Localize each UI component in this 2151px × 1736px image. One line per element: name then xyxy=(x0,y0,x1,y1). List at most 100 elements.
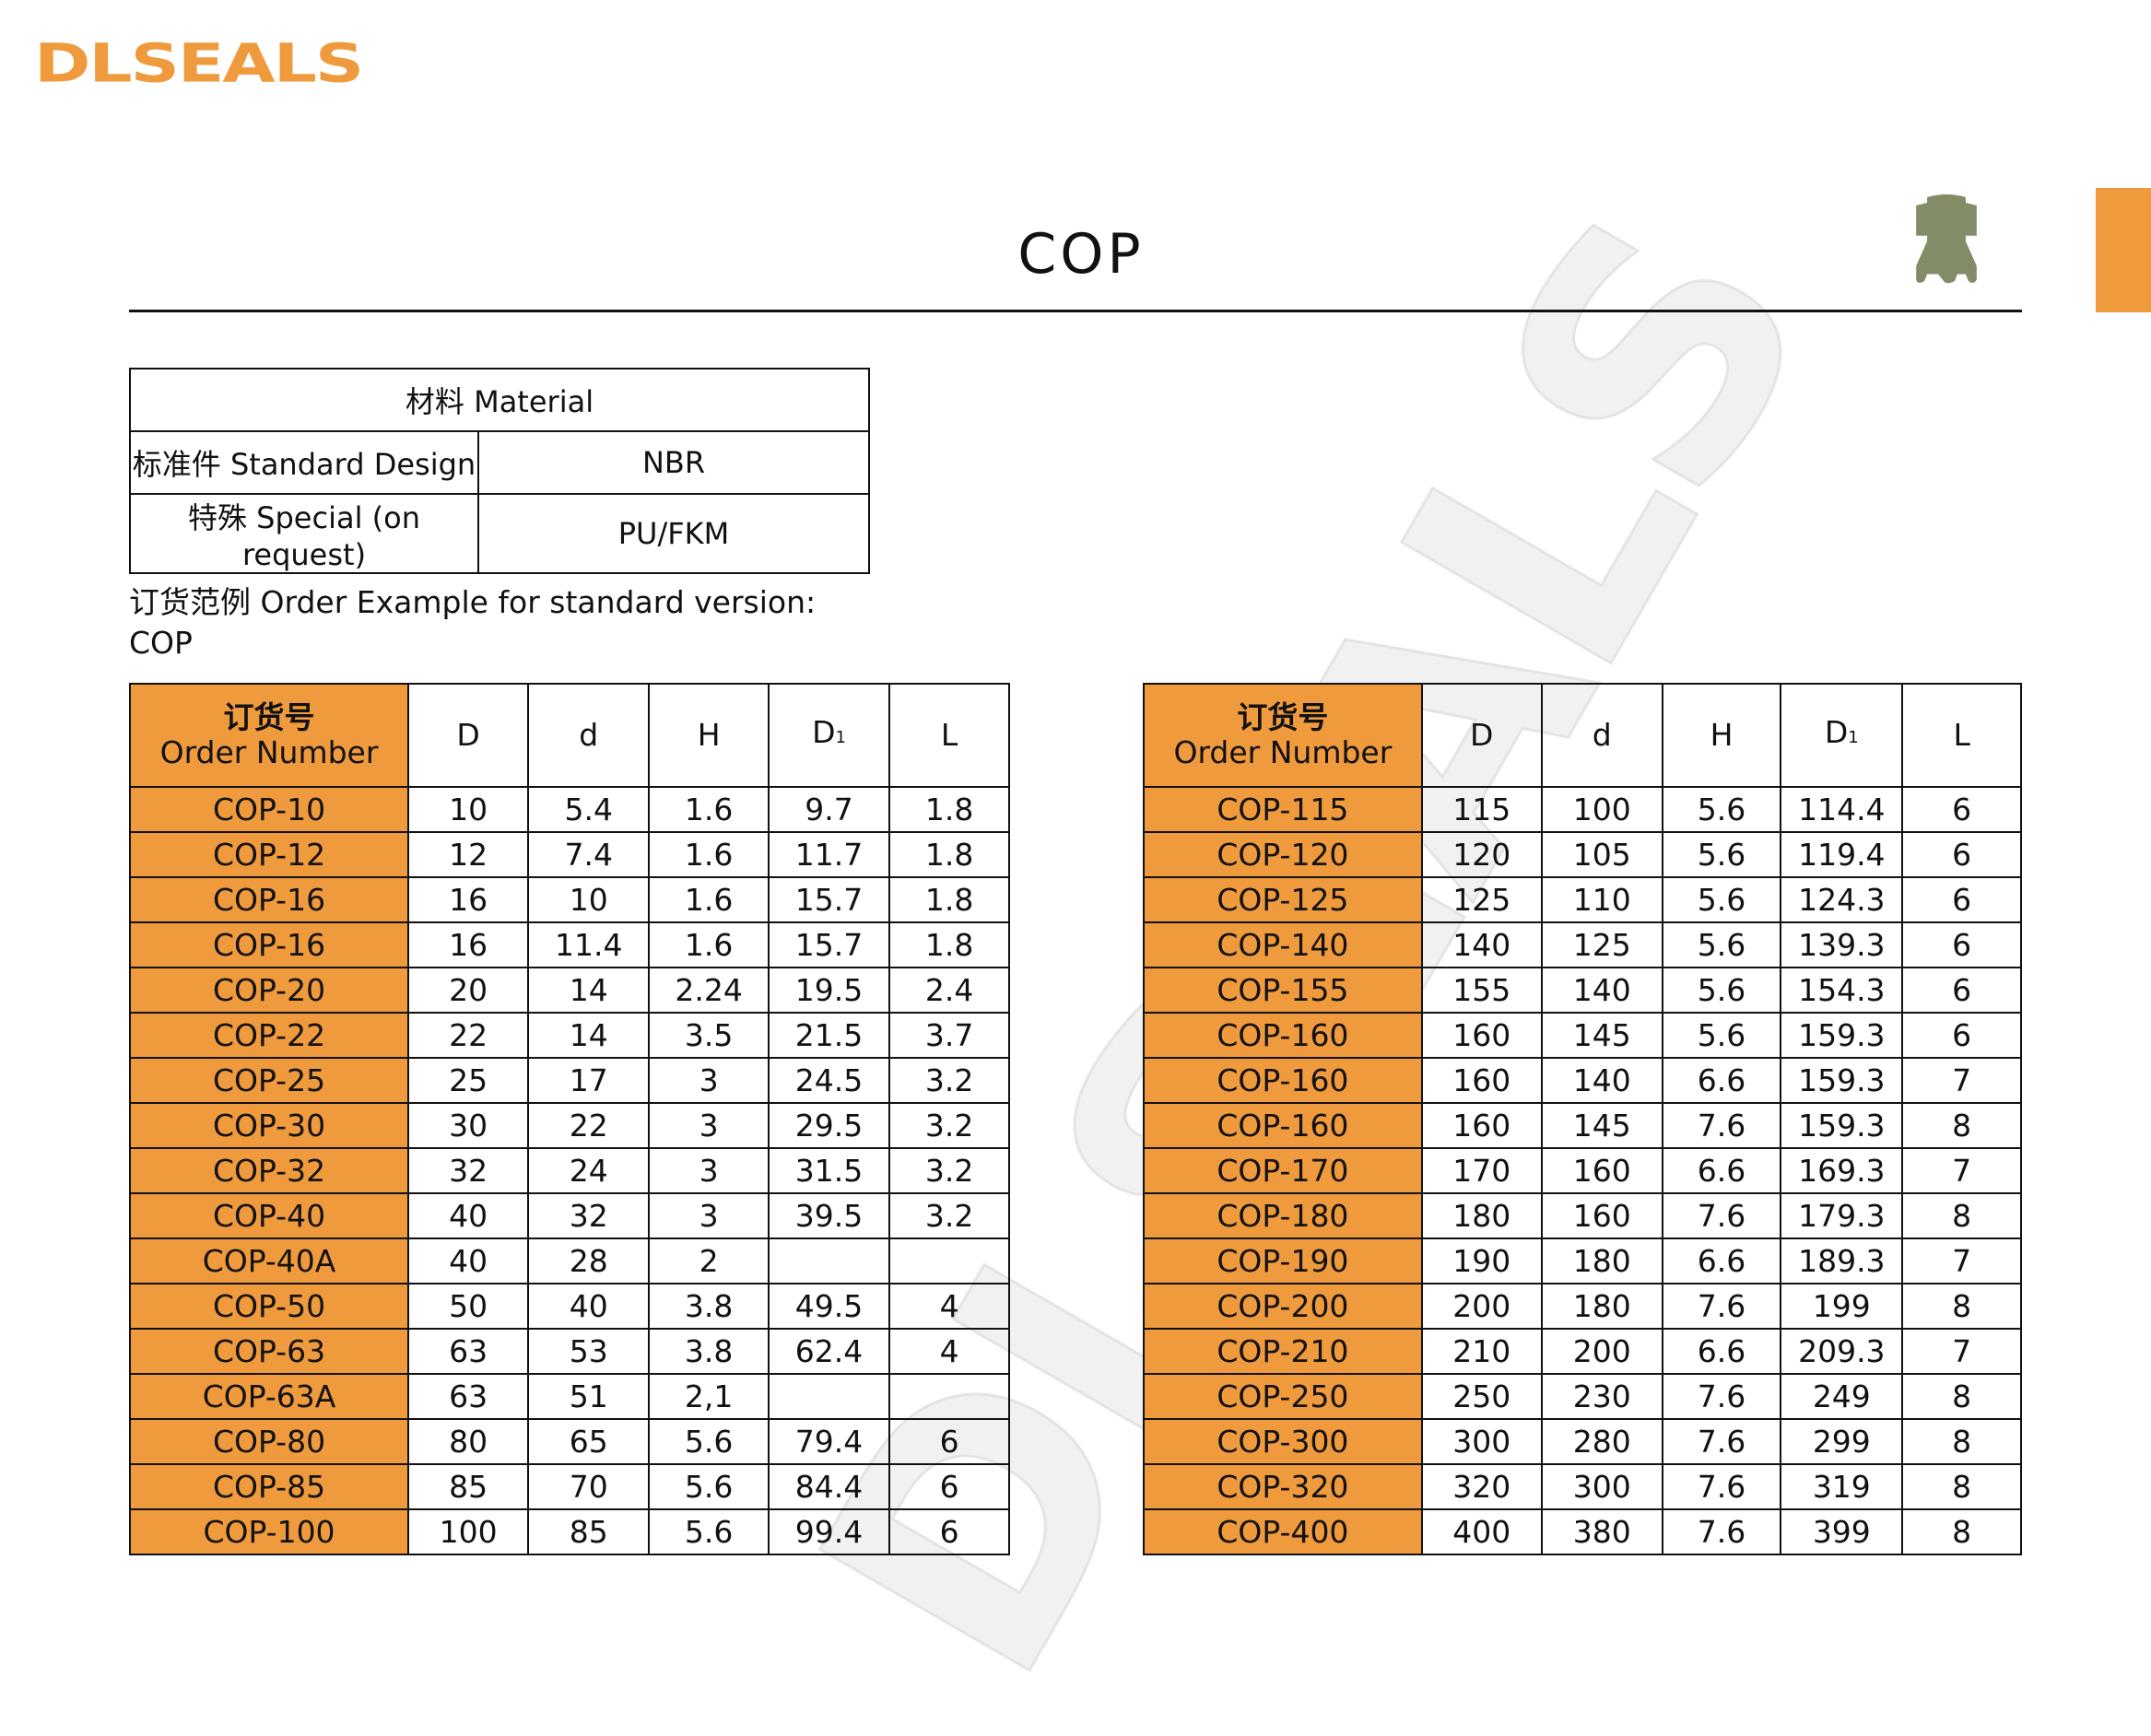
order-number-cell: COP-80 xyxy=(128,1418,410,1465)
dimension-cell: 180 xyxy=(1540,1283,1663,1330)
order-number-cell: COP-50 xyxy=(128,1283,410,1330)
dimension-cell: 14 xyxy=(527,967,651,1014)
table-row: COP-100 100 85 5.6 99.4 6 xyxy=(128,1508,1010,1555)
order-number-cell: COP-200 xyxy=(1143,1283,1423,1330)
dimension-cell: 125 xyxy=(1540,921,1663,968)
dimension-cell: 114.4 xyxy=(1780,786,1904,833)
dimension-cell: 5.6 xyxy=(648,1508,770,1555)
dimension-cell: 6.6 xyxy=(1661,1147,1782,1194)
table-row: COP-40A 40 28 2 xyxy=(128,1237,1010,1284)
dimension-cell: 84.4 xyxy=(767,1463,891,1510)
dimension-cell: 99.4 xyxy=(767,1508,891,1555)
header-L: L xyxy=(1901,683,2022,788)
dimension-cell: 4 xyxy=(888,1283,1010,1330)
dimension-cell: 7 xyxy=(1901,1328,2022,1375)
order-number-cell: COP-300 xyxy=(1143,1418,1423,1465)
dimension-cell: 3 xyxy=(648,1192,770,1239)
seal-profile-icon xyxy=(1916,194,1977,284)
order-number-cell: COP-40 xyxy=(128,1192,410,1239)
order-number-cell: COP-40A xyxy=(128,1237,410,1284)
material-table: 材料 Material 标准件 Standard Design NBR 特殊 Sp… xyxy=(129,368,870,574)
dimension-cell: 1.6 xyxy=(648,921,770,968)
dimension-cell: 3.2 xyxy=(888,1192,1010,1239)
table-row: COP-115 115 100 5.6 114.4 6 xyxy=(1143,786,2022,833)
dimension-cell: 5.6 xyxy=(648,1463,770,1510)
dimension-cell: 159.3 xyxy=(1780,1057,1904,1104)
table-row: COP-140 140 125 5.6 139.3 6 xyxy=(1143,921,2022,968)
dimension-cell: 6.6 xyxy=(1661,1237,1782,1284)
order-number-cell: COP-63A xyxy=(128,1373,410,1420)
dimension-cell: 15.7 xyxy=(767,921,891,968)
table-row: COP-170 170 160 6.6 169.3 7 xyxy=(1143,1147,2022,1194)
dimension-cell: 399 xyxy=(1780,1508,1904,1555)
dimension-cell: 40 xyxy=(407,1237,530,1284)
dimension-cell: 15.7 xyxy=(767,876,891,923)
dimension-cell: 2.24 xyxy=(648,967,770,1014)
dimension-cell: 299 xyxy=(1780,1418,1904,1465)
order-number-cell: COP-12 xyxy=(128,831,410,878)
dimension-cell: 160 xyxy=(1540,1192,1663,1239)
dimension-cell xyxy=(767,1373,891,1420)
dimension-cell: 7.6 xyxy=(1661,1508,1782,1555)
dimension-cell: 140 xyxy=(1420,921,1543,968)
table-row: COP-22 22 14 3.5 21.5 3.7 xyxy=(128,1012,1010,1059)
dimension-cell: 199 xyxy=(1780,1283,1904,1330)
dimension-cell: 29.5 xyxy=(767,1102,891,1149)
header-H: H xyxy=(648,683,770,788)
dimension-cell: 2 xyxy=(648,1237,770,1284)
dimension-cell: 7.6 xyxy=(1661,1463,1782,1510)
dimension-cell: 3 xyxy=(648,1057,770,1104)
order-number-cell: COP-100 xyxy=(128,1508,410,1555)
dimension-cell: 8 xyxy=(1901,1463,2022,1510)
material-header: 材料 Material xyxy=(129,368,870,432)
order-number-cell: COP-10 xyxy=(128,786,410,833)
dimension-cell: 100 xyxy=(1540,786,1663,833)
dimension-cell: 319 xyxy=(1780,1463,1904,1510)
dimension-cell: 32 xyxy=(407,1147,530,1194)
dimension-cell: 400 xyxy=(1420,1508,1543,1555)
dimension-cell: 16 xyxy=(407,921,530,968)
dimension-cell: 8 xyxy=(1901,1102,2022,1149)
order-number-cell: COP-63 xyxy=(128,1328,410,1375)
dimension-cell: 1.8 xyxy=(888,921,1010,968)
dimension-cell: 85 xyxy=(407,1463,530,1510)
dimension-cell: 53 xyxy=(527,1328,651,1375)
dimension-cell: 5.6 xyxy=(1661,967,1782,1014)
dimension-cell: 124.3 xyxy=(1780,876,1904,923)
dimension-cell: 3.8 xyxy=(648,1328,770,1375)
table-row: COP-250 250 230 7.6 249 8 xyxy=(1143,1373,2022,1420)
table-row: COP-190 190 180 6.6 189.3 7 xyxy=(1143,1237,2022,1284)
dimension-cell: 115 xyxy=(1420,786,1543,833)
dimension-cell: 6 xyxy=(888,1508,1010,1555)
dimension-cell: 11.4 xyxy=(527,921,651,968)
dimension-cell: 3.8 xyxy=(648,1283,770,1330)
order-number-cell: COP-210 xyxy=(1143,1328,1423,1375)
table-row: COP-20 20 14 2.24 19.5 2.4 xyxy=(128,967,1010,1014)
header-H: H xyxy=(1661,683,1782,788)
dimension-cell: 210 xyxy=(1420,1328,1543,1375)
dimension-cell: 2.4 xyxy=(888,967,1010,1014)
order-number-cell: COP-120 xyxy=(1143,831,1423,878)
dimension-cell: 120 xyxy=(1420,831,1543,878)
dimension-cell: 14 xyxy=(527,1012,651,1059)
order-number-cell: COP-115 xyxy=(1143,786,1423,833)
dimension-cell: 49.5 xyxy=(767,1283,891,1330)
dimension-cell: 5.6 xyxy=(1661,786,1782,833)
dimension-cell: 8 xyxy=(1901,1418,2022,1465)
table-row: COP-10 10 5.4 1.6 9.7 1.8 xyxy=(128,786,1010,833)
dimension-cell: 250 xyxy=(1420,1373,1543,1420)
dimension-cell: 190 xyxy=(1420,1237,1543,1284)
dimension-cell: 160 xyxy=(1420,1012,1543,1059)
dimension-cell: 40 xyxy=(407,1192,530,1239)
dimension-cell: 40 xyxy=(527,1283,651,1330)
order-example-text: 订货范例 Order Example for standard version: xyxy=(129,584,817,620)
order-number-cell: COP-22 xyxy=(128,1012,410,1059)
dimension-cell: 22 xyxy=(527,1102,651,1149)
table-row: COP-125 125 110 5.6 124.3 6 xyxy=(1143,876,2022,923)
table-row: COP-32 32 24 3 31.5 3.2 xyxy=(128,1147,1010,1194)
dimension-cell: 6 xyxy=(1901,921,2022,968)
dimension-cell: 79.4 xyxy=(767,1418,891,1465)
table-row: COP-160 160 140 6.6 159.3 7 xyxy=(1143,1057,2022,1104)
dimension-cell: 39.5 xyxy=(767,1192,891,1239)
